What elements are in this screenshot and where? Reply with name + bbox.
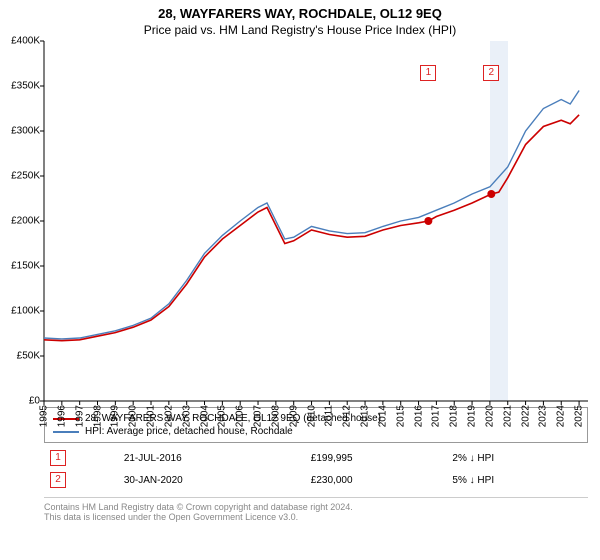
x-axis-label: 2003 — [181, 405, 192, 427]
series-line — [44, 91, 579, 339]
x-axis-label: 2008 — [270, 405, 281, 427]
x-axis-label: 2019 — [467, 405, 478, 427]
y-axis-label: £350K — [11, 81, 40, 92]
transaction-date: 21-JUL-2016 — [118, 447, 305, 469]
x-axis-label: 2025 — [574, 405, 585, 427]
x-axis-label: 2020 — [484, 405, 495, 427]
x-axis-label: 1995 — [39, 405, 50, 427]
chart-svg — [44, 41, 588, 401]
transaction-date: 30-JAN-2020 — [118, 469, 305, 491]
transaction-diff: 5% ↓ HPI — [446, 469, 588, 491]
transaction-diff: 2% ↓ HPI — [446, 447, 588, 469]
sale-marker-box: 1 — [420, 65, 436, 81]
x-axis-label: 1996 — [56, 405, 67, 427]
footer-line2: This data is licensed under the Open Gov… — [44, 512, 588, 522]
legend-label: HPI: Average price, detached house, Roch… — [85, 426, 293, 437]
y-axis-label: £200K — [11, 216, 40, 227]
x-axis-label: 2000 — [128, 405, 139, 427]
x-axis-label: 1997 — [74, 405, 85, 427]
x-axis-label: 2012 — [342, 405, 353, 427]
y-axis-label: £300K — [11, 126, 40, 137]
footer: Contains HM Land Registry data © Crown c… — [44, 497, 588, 522]
transaction-price: £230,000 — [305, 469, 447, 491]
x-axis-label: 2007 — [253, 405, 264, 427]
x-axis-label: 2014 — [377, 405, 388, 427]
x-axis-label: 2009 — [288, 405, 299, 427]
x-axis-label: 2024 — [556, 405, 567, 427]
chart-title: 28, WAYFARERS WAY, ROCHDALE, OL12 9EQ — [0, 0, 600, 21]
transaction-row: 2 30-JAN-2020£230,0005% ↓ HPI — [44, 469, 588, 491]
x-axis-label: 2004 — [199, 405, 210, 427]
x-axis-label: 1999 — [110, 405, 121, 427]
transactions-table: 1 21-JUL-2016£199,9952% ↓ HPI 2 30-JAN-2020… — [44, 447, 588, 491]
x-axis-label: 2005 — [217, 405, 228, 427]
x-axis-label: 2016 — [413, 405, 424, 427]
x-axis-label: 2023 — [538, 405, 549, 427]
x-axis-label: 2021 — [502, 405, 513, 427]
y-axis-label: £100K — [11, 306, 40, 317]
transaction-row: 1 21-JUL-2016£199,9952% ↓ HPI — [44, 447, 588, 469]
x-axis-label: 2015 — [395, 405, 406, 427]
sale-marker-box: 2 — [483, 65, 499, 81]
transaction-price: £199,995 — [305, 447, 447, 469]
x-axis-label: 2002 — [163, 405, 174, 427]
transaction-marker: 1 — [50, 450, 66, 466]
series-line — [44, 115, 579, 341]
x-axis-label: 2013 — [360, 405, 371, 427]
x-axis-label: 1998 — [92, 405, 103, 427]
chart-subtitle: Price paid vs. HM Land Registry's House … — [0, 21, 600, 41]
chart-area: £0£50K£100K£150K£200K£250K£300K£350K£400… — [44, 41, 588, 401]
transaction-marker: 2 — [50, 472, 66, 488]
sale-marker-dot — [487, 190, 495, 198]
sale-marker-dot — [424, 217, 432, 225]
x-axis-label: 2010 — [306, 405, 317, 427]
x-axis-label: 2011 — [324, 405, 335, 427]
y-axis-label: £50K — [17, 351, 40, 362]
x-axis-label: 2022 — [520, 405, 531, 427]
footer-line1: Contains HM Land Registry data © Crown c… — [44, 502, 588, 512]
y-axis-label: £400K — [11, 36, 40, 47]
x-axis-label: 2001 — [146, 405, 157, 427]
legend-swatch — [53, 431, 79, 433]
x-axis-label: 2017 — [431, 405, 442, 427]
y-axis-label: £250K — [11, 171, 40, 182]
x-axis-label: 2006 — [235, 405, 246, 427]
x-axis-label: 2018 — [449, 405, 460, 427]
y-axis-label: £150K — [11, 261, 40, 272]
